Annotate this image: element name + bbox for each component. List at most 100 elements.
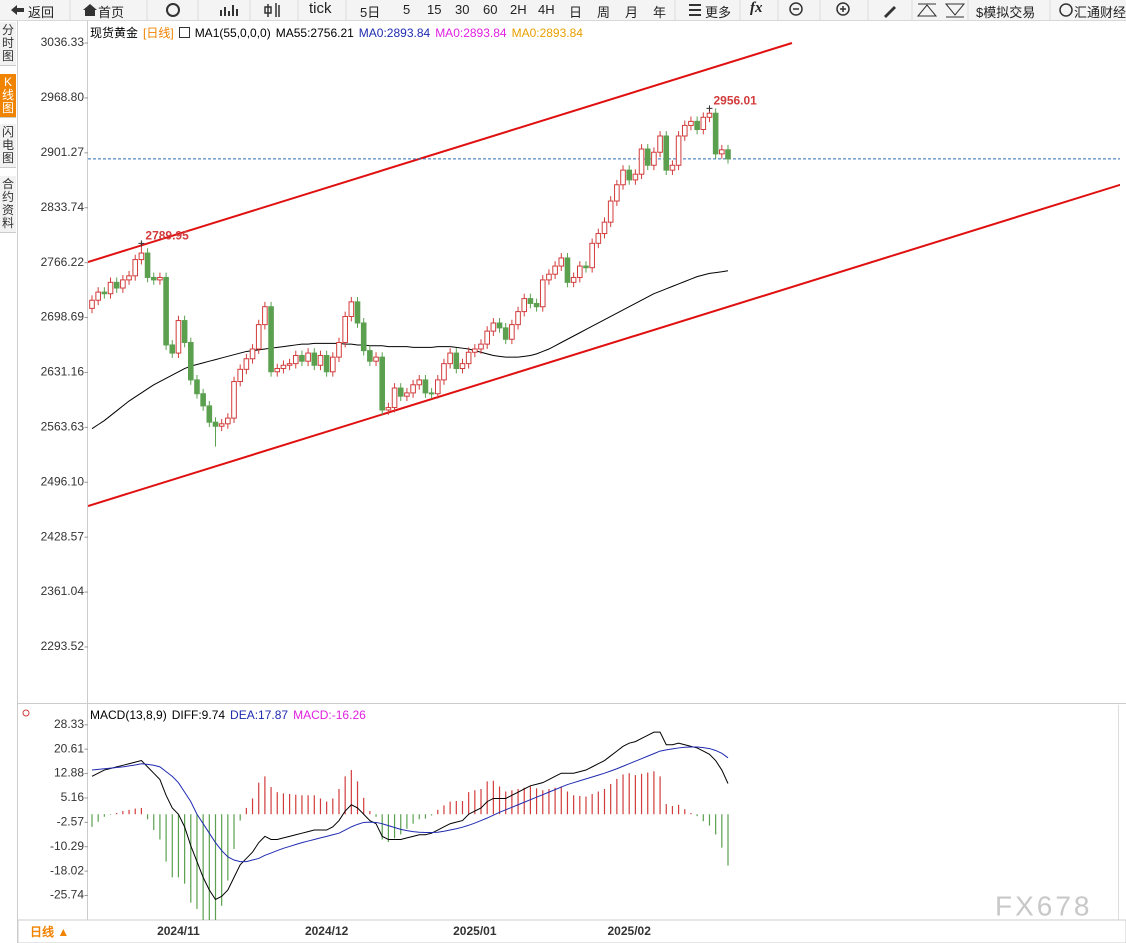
candle-body [570, 276, 577, 283]
macd-icon [22, 709, 30, 717]
tool-button[interactable]: 汇通财经 [1074, 5, 1126, 20]
macd-line [91, 731, 729, 901]
candle-body [194, 379, 200, 395]
candle-body [360, 322, 367, 352]
candle-body [89, 299, 95, 309]
candle-body [397, 387, 404, 397]
candle-body [175, 320, 182, 354]
indicator-icon [178, 27, 190, 38]
candle-body [694, 120, 700, 130]
x-tick-label: 2025/01 [453, 924, 497, 938]
candle-body [496, 322, 503, 329]
candle-body [533, 302, 540, 308]
candle-body [719, 149, 725, 155]
macd-title: MACD(13,8,9) [90, 708, 167, 722]
candle-body [577, 265, 583, 278]
side-tab[interactable]: 合约资料 [0, 176, 16, 233]
candle-body [472, 348, 478, 353]
macd-line [91, 746, 729, 863]
candle-body [299, 355, 305, 362]
y-tick-label: 2428.57 [41, 529, 85, 543]
candle-body [620, 169, 626, 186]
channel-upper [88, 42, 793, 263]
candle-body [657, 135, 663, 153]
side-tab[interactable]: 闪电图 [0, 124, 16, 168]
date-bar [17, 919, 1126, 943]
legend-item: MA0:2893.84 [435, 25, 507, 40]
candle-body [132, 259, 139, 277]
y-tick-label: 2631.16 [41, 365, 85, 379]
candle-body [583, 265, 589, 269]
legend-item: MA0:2893.84 [511, 25, 583, 40]
candle-body [348, 301, 355, 317]
macd-panel [91, 731, 729, 920]
candle-body [589, 242, 595, 269]
period-label: [日线] [143, 26, 174, 40]
candle-body [317, 355, 324, 366]
candle-body [305, 352, 311, 362]
y-tick-label: 2766.22 [41, 255, 85, 269]
tool-button[interactable]: 返回 [28, 5, 55, 20]
candle-body [292, 355, 299, 365]
y-tick-label: 3036.33 [41, 35, 85, 49]
candle-body [268, 306, 274, 373]
candle-body [644, 148, 651, 166]
candle-body [521, 298, 528, 313]
candle-body [681, 124, 688, 137]
candle-body [706, 112, 713, 118]
candle-body [225, 417, 231, 425]
x-tick-label: 2024/12 [305, 924, 349, 938]
candle-body [107, 281, 114, 295]
candle-body [187, 342, 194, 381]
candle-body [262, 306, 268, 326]
candle-body [373, 356, 379, 362]
y-tick-label: 5.16 [61, 790, 85, 804]
candle-body [509, 324, 515, 340]
candle-body [255, 324, 262, 350]
candle-body [416, 379, 423, 386]
candle-body [237, 368, 243, 383]
y-tick-label: 28.33 [54, 717, 84, 731]
candle-body [601, 221, 608, 235]
candle-body [688, 120, 694, 126]
candle-body [249, 348, 256, 360]
side-tab-active[interactable]: K线图 [0, 74, 16, 118]
y-tick-label: 2293.52 [41, 639, 85, 653]
x-tick-label: 2025/02 [608, 924, 652, 938]
y-tick-label: 2563.63 [41, 420, 85, 434]
candle-body [447, 352, 453, 365]
candle-body [101, 291, 108, 295]
watermark: FX678 [995, 890, 1093, 921]
legend-item: MA55:2756.21 [275, 25, 354, 40]
candle-body [113, 281, 120, 289]
macd-marks [91, 731, 729, 920]
period-button[interactable]: 日线 ▲ [30, 924, 69, 939]
high-label: 2956.01 [713, 94, 757, 108]
candle-body [428, 392, 435, 395]
candle-body [163, 276, 169, 346]
y-tick-label: 2833.74 [41, 200, 85, 214]
legend-item: DIFF:9.74 [171, 708, 226, 722]
candle-body [95, 291, 101, 301]
candle-body [502, 327, 509, 340]
toolbar: 返回 首页 tick 5日 5 15 30 60 2H 4H 日 周 月 年 更… [0, 0, 1126, 21]
ma-line [91, 270, 729, 430]
candle-body [274, 368, 281, 373]
candle-body [558, 257, 565, 267]
candle-body [231, 381, 237, 419]
candle-body [651, 151, 657, 166]
macd-header: MACD(13,8,9) DIFF:9.74 DEA:17.87 MACD:-16.… [90, 708, 366, 722]
y-tick-label: -10.29 [50, 839, 84, 853]
candle-body [663, 135, 670, 171]
side-tab[interactable]: 分时图 [0, 22, 16, 66]
candle-body [367, 350, 373, 362]
candle-body [200, 393, 206, 407]
candle-body [638, 148, 645, 175]
y-tick-label: -2.57 [57, 815, 85, 829]
candle-body [323, 355, 330, 373]
candle-body [144, 252, 151, 278]
y-tick-label: 2361.04 [41, 584, 85, 598]
x-tick-label: 2024/11 [157, 924, 200, 938]
